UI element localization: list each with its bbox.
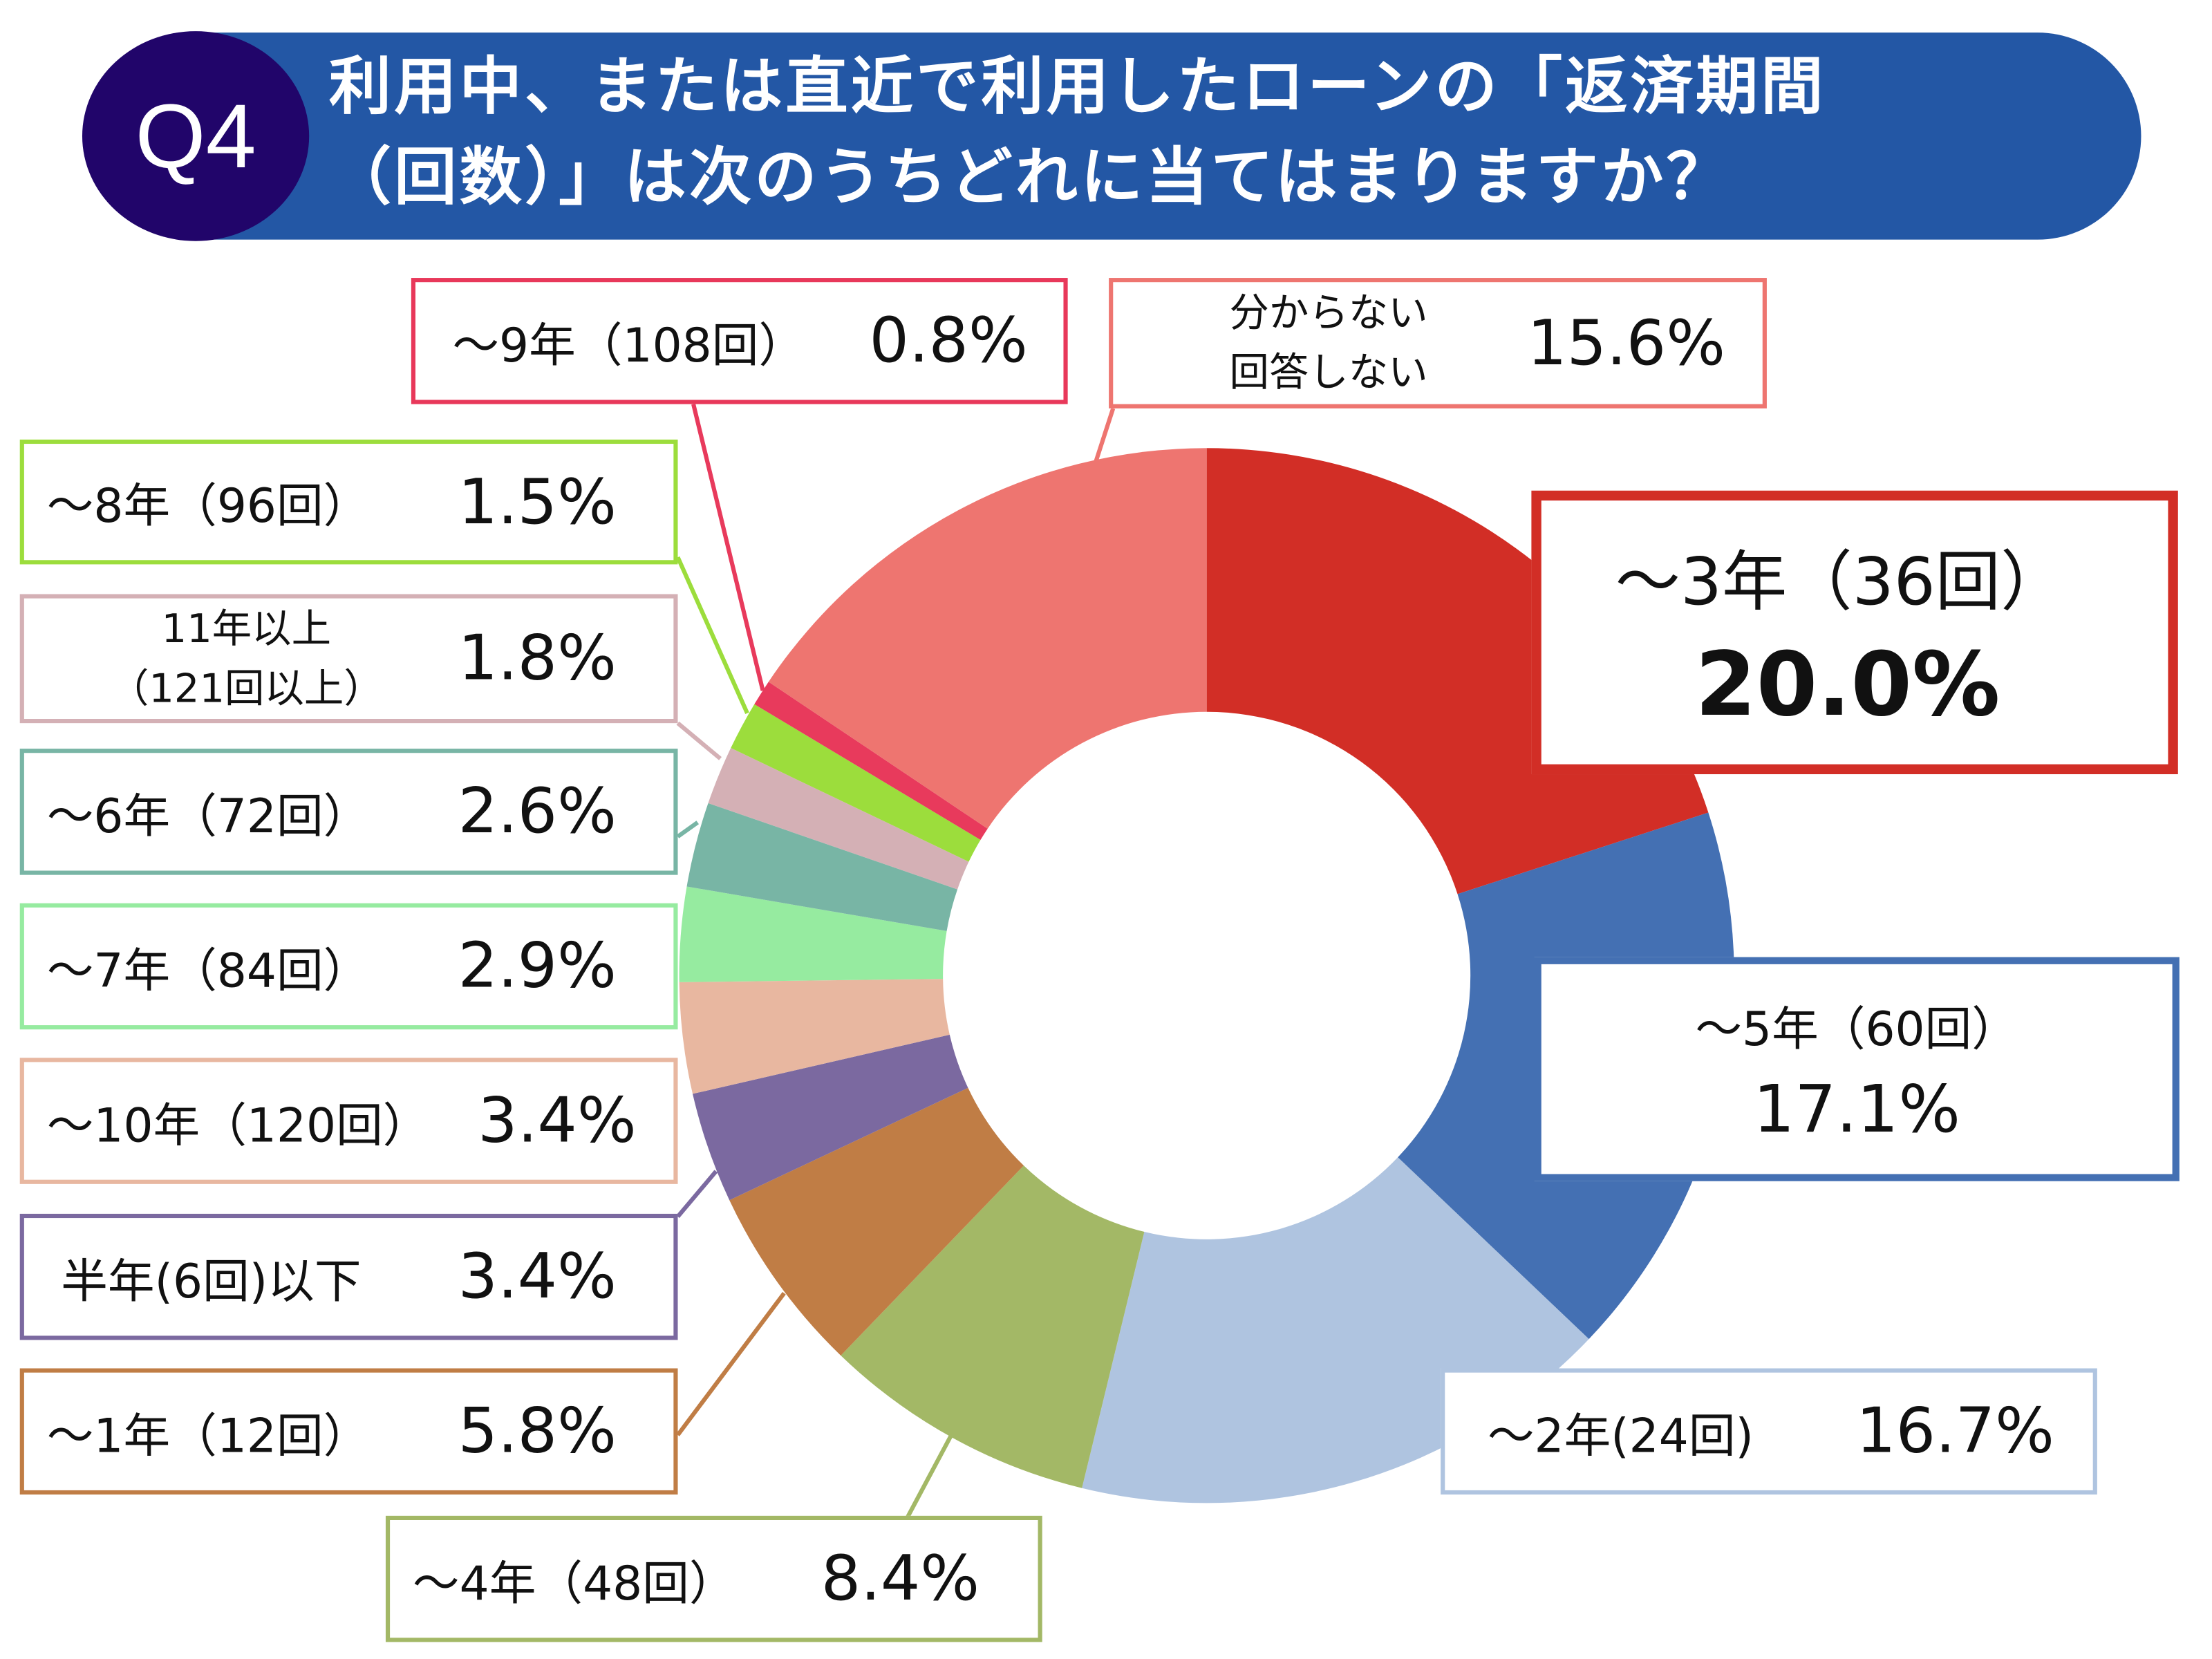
slice-label: 半年(6回)以下	[61, 1253, 362, 1309]
slice-value: 1.8%	[458, 622, 617, 695]
donut-slice	[679, 886, 947, 982]
label-box-7y: 〜7年（84回） 2.9%	[19, 903, 678, 1030]
label-box-8y: 〜8年（96回） 1.5%	[19, 439, 678, 565]
title-line-2: （回数）」は次のうちどれに当てはまりますか？	[328, 142, 1732, 214]
slice-label: 〜5年（60回）	[1695, 1001, 2019, 1057]
label-box-9y: 〜9年（108回） 0.8%	[411, 278, 1068, 404]
slice-label: 〜3年（36回）	[1615, 542, 2066, 619]
label-box-6y: 〜6年（72回） 2.6%	[19, 749, 678, 875]
slice-label-line2: （121回以上）	[109, 664, 384, 711]
donut-slice	[731, 704, 981, 862]
leader-line	[676, 1291, 786, 1436]
donut-slice	[754, 682, 988, 841]
label-box-10y: 〜10年（120回） 3.4%	[19, 1058, 678, 1184]
slice-value: 3.4%	[478, 1085, 637, 1157]
slice-label: 〜9年（108回）	[452, 317, 806, 373]
donut-slice	[708, 748, 969, 890]
donut-slice	[686, 803, 958, 931]
slice-value: 17.1%	[1753, 1070, 1961, 1147]
slice-label-line1: 分からない	[1229, 289, 1428, 337]
label-box-11y: 11年以上 （121回以上） 1.8%	[19, 594, 678, 724]
question-title: 利用中、または直近で利用したローンの「返済期間 （回数）」は次のうちどれに当ては…	[329, 43, 2059, 225]
slice-label: 〜4年（48回）	[412, 1555, 736, 1611]
leader-line	[1094, 407, 1116, 462]
title-banner	[198, 32, 2141, 240]
leader-line	[906, 1431, 955, 1519]
slice-value: 16.7%	[1856, 1395, 2054, 1468]
title-line-1: 利用中、または直近で利用したローンの「返済期間	[328, 50, 1826, 124]
question-badge: Q4	[82, 31, 310, 241]
slice-label: 〜2年(24回)	[1487, 1407, 1754, 1463]
slice-label: 〜10年（120回）	[46, 1096, 430, 1152]
leader-line	[676, 1170, 718, 1218]
donut-slice	[729, 1087, 1024, 1356]
slice-label: 〜7年（84回）	[46, 942, 371, 998]
leader-line	[691, 403, 765, 691]
slice-value: 1.5%	[458, 465, 617, 538]
leader-line	[676, 721, 722, 760]
slice-value: 5.8%	[458, 1395, 617, 1468]
donut-slice	[841, 1165, 1145, 1488]
donut-slice	[693, 1034, 968, 1201]
label-box-2y: 〜2年(24回) 16.7%	[1441, 1368, 2097, 1495]
donut-slice	[768, 448, 1207, 829]
slice-value: 20.0%	[1695, 631, 2000, 735]
slice-label-line2: 回答しない	[1229, 348, 1428, 396]
donut-slice	[1206, 448, 1709, 894]
slice-value: 2.6%	[458, 776, 617, 848]
slice-label: 〜6年（72回）	[46, 787, 371, 843]
slice-value: 2.9%	[458, 930, 617, 1003]
label-box-half-year: 半年(6回)以下 3.4%	[19, 1213, 678, 1340]
label-box-1y: 〜1年（12回） 5.8%	[19, 1368, 678, 1495]
leader-line	[676, 821, 700, 838]
slice-label-line1: 11年以上	[161, 604, 332, 652]
slice-value: 8.4%	[821, 1542, 980, 1615]
slice-label: 〜8年（96回）	[46, 478, 371, 534]
slice-value: 3.4%	[458, 1240, 617, 1313]
label-box-3y: 〜3年（36回） 20.0%	[1531, 490, 2178, 775]
slice-value: 15.6%	[1527, 307, 1725, 379]
donut-slice	[679, 979, 950, 1094]
slice-value: 0.8%	[869, 305, 1028, 377]
label-box-unknown: 分からない 回答しない 15.6%	[1109, 278, 1767, 409]
label-box-5y: 〜5年（60回） 17.1%	[1534, 957, 2180, 1181]
leader-line	[675, 556, 749, 715]
label-box-4y: 〜4年（48回） 8.4%	[385, 1515, 1042, 1642]
slice-label: 〜1年（12回）	[46, 1407, 371, 1463]
